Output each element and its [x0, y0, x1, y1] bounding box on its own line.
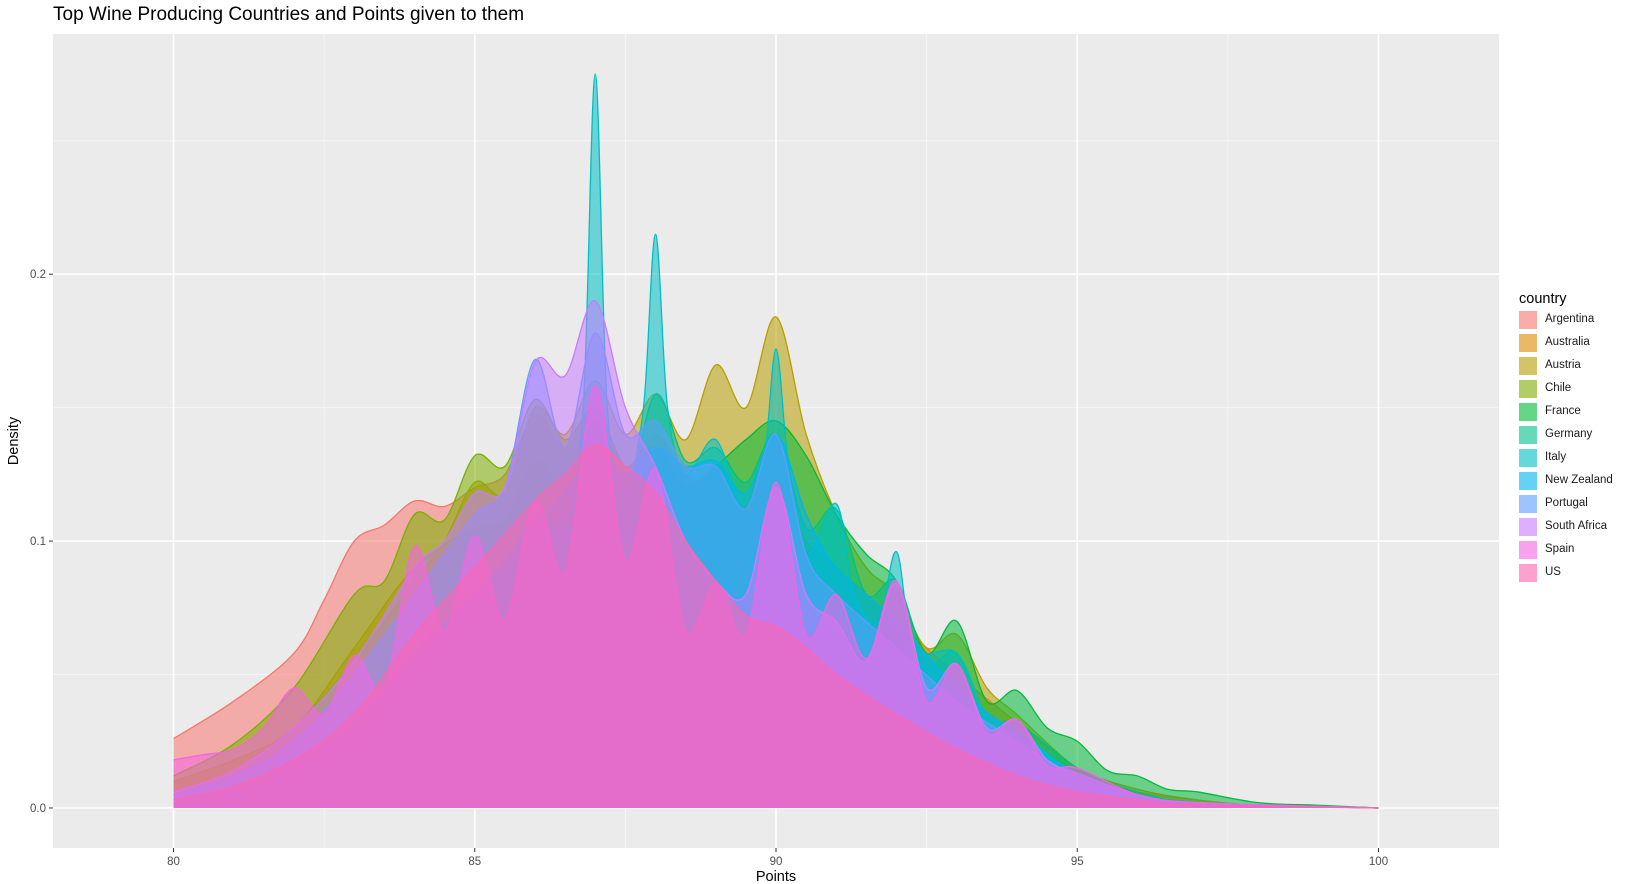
legend-label: Spain — [1545, 543, 1575, 555]
x-tick-label: 90 — [770, 856, 783, 868]
legend-key-south-africa — [1519, 518, 1537, 536]
legend-label: Australia — [1545, 336, 1590, 348]
x-tick-label: 95 — [1071, 856, 1084, 868]
x-tick-label: 80 — [167, 856, 180, 868]
y-tick-label: 0.0 — [30, 803, 46, 815]
legend-key-spain — [1519, 541, 1537, 559]
legend: country Argentina Australia Austria Chile Fr… — [1519, 290, 1619, 586]
legend-key-austria — [1519, 357, 1537, 375]
legend-item-australia: Australia — [1519, 333, 1619, 356]
legend-item-germany: Germany — [1519, 425, 1619, 448]
y-axis-title: Density — [6, 416, 22, 465]
legend-item-portugal: Portugal — [1519, 494, 1619, 517]
x-tick-label: 100 — [1369, 856, 1388, 868]
legend-key-argentina — [1519, 311, 1537, 329]
legend-label: France — [1545, 405, 1581, 417]
legend-label: New Zealand — [1545, 474, 1613, 486]
axes: 80 85 90 95 100 0.0 0.1 0.2 — [30, 269, 1388, 868]
chart-title: Top Wine Producing Countries and Points … — [53, 4, 525, 25]
x-axis-title: Points — [756, 869, 796, 884]
x-tick-label: 85 — [468, 856, 481, 868]
density-areas — [173, 73, 1379, 809]
legend-key-italy — [1519, 449, 1537, 467]
y-tick-label: 0.2 — [30, 269, 46, 281]
legend-label: Chile — [1545, 382, 1572, 394]
legend-item-new-zealand: New Zealand — [1519, 471, 1619, 494]
legend-label: Portugal — [1545, 497, 1588, 509]
legend-key-chile — [1519, 380, 1537, 398]
legend-item-italy: Italy — [1519, 448, 1619, 471]
density-line-us — [173, 444, 1379, 809]
legend-label: Argentina — [1545, 313, 1595, 325]
density-area-us — [173, 444, 1379, 808]
y-tick-label: 0.1 — [30, 536, 46, 548]
legend-label: Germany — [1545, 428, 1593, 440]
legend-key-new-zealand — [1519, 472, 1537, 490]
legend-item-argentina: Argentina — [1519, 310, 1619, 333]
legend-label: Italy — [1545, 451, 1567, 463]
legend-label: Austria — [1545, 359, 1581, 371]
legend-item-chile: Chile — [1519, 379, 1619, 402]
legend-label: South Africa — [1545, 520, 1608, 532]
legend-item-spain: Spain — [1519, 540, 1619, 563]
legend-key-portugal — [1519, 495, 1537, 513]
legend-item-france: France — [1519, 402, 1619, 425]
legend-item-austria: Austria — [1519, 356, 1619, 379]
legend-item-us: US — [1519, 563, 1619, 586]
legend-item-south-africa: South Africa — [1519, 517, 1619, 540]
legend-items: Argentina Australia Austria Chile France Germ… — [1519, 310, 1619, 586]
legend-key-france — [1519, 403, 1537, 421]
legend-title: country — [1519, 291, 1567, 307]
legend-label: US — [1545, 566, 1561, 578]
legend-key-germany — [1519, 426, 1537, 444]
legend-key-australia — [1519, 334, 1537, 352]
legend-key-us — [1519, 564, 1537, 582]
